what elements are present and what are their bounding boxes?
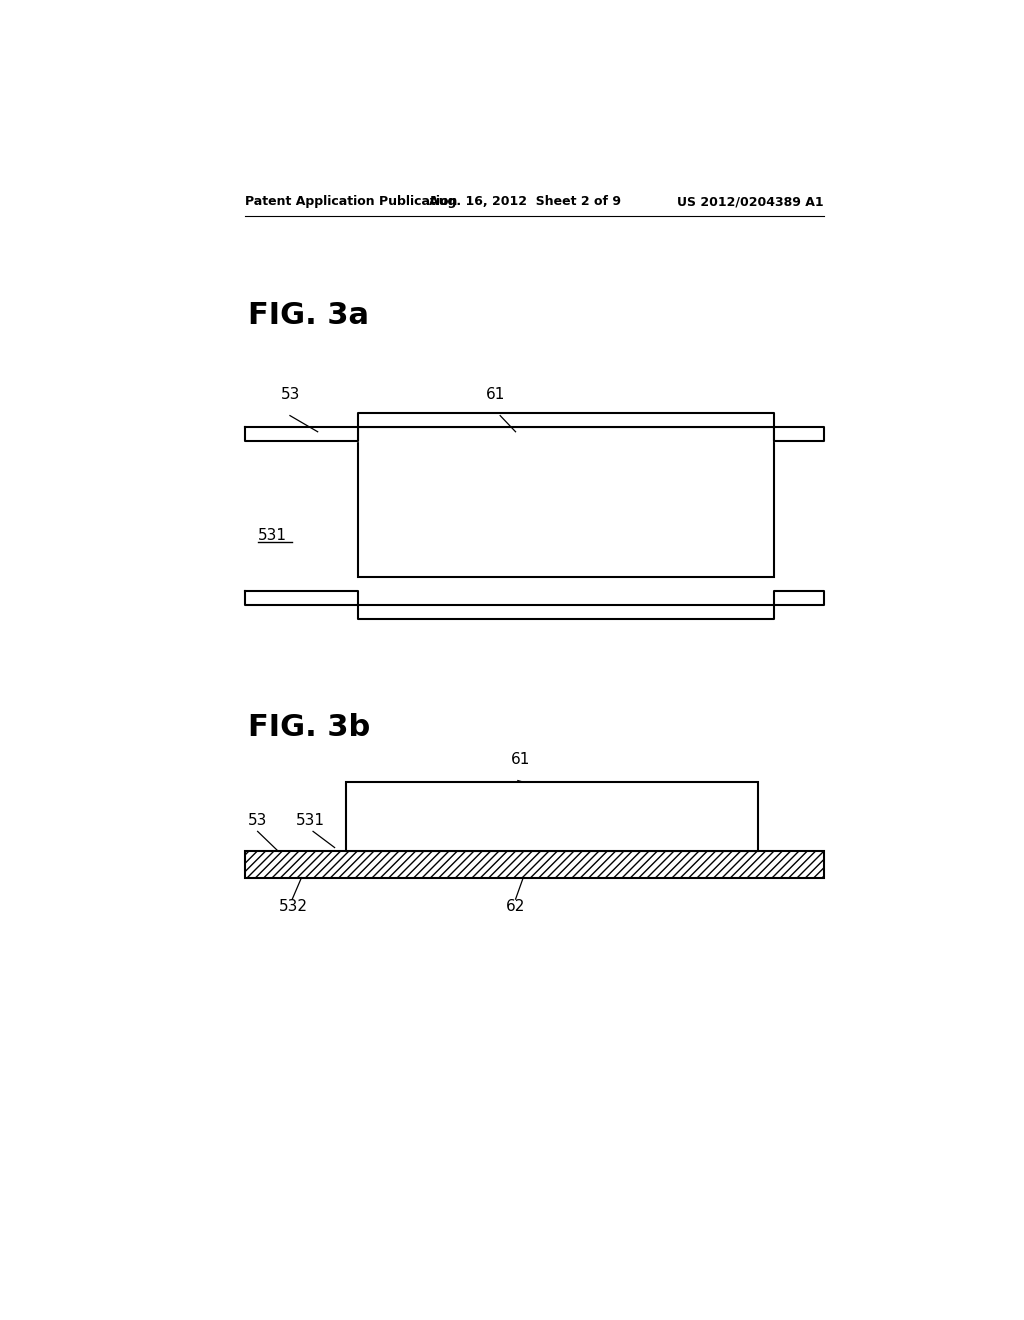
- Text: Patent Application Publication: Patent Application Publication: [245, 195, 457, 209]
- Text: 61: 61: [486, 387, 506, 401]
- Bar: [245, 851, 823, 878]
- Text: 532: 532: [279, 899, 307, 915]
- Bar: [346, 781, 758, 851]
- Text: 62: 62: [506, 899, 525, 915]
- Text: FIG. 3b: FIG. 3b: [248, 713, 370, 742]
- Text: 61: 61: [511, 751, 530, 767]
- Text: 531: 531: [258, 528, 287, 543]
- Text: US 2012/0204389 A1: US 2012/0204389 A1: [677, 195, 823, 209]
- Text: 531: 531: [296, 813, 325, 829]
- Text: 53: 53: [281, 387, 300, 401]
- Polygon shape: [245, 591, 823, 619]
- Text: Aug. 16, 2012  Sheet 2 of 9: Aug. 16, 2012 Sheet 2 of 9: [429, 195, 621, 209]
- Text: 53: 53: [248, 813, 267, 829]
- Polygon shape: [245, 413, 823, 441]
- Text: FIG. 3a: FIG. 3a: [248, 301, 369, 330]
- Bar: [357, 428, 773, 577]
